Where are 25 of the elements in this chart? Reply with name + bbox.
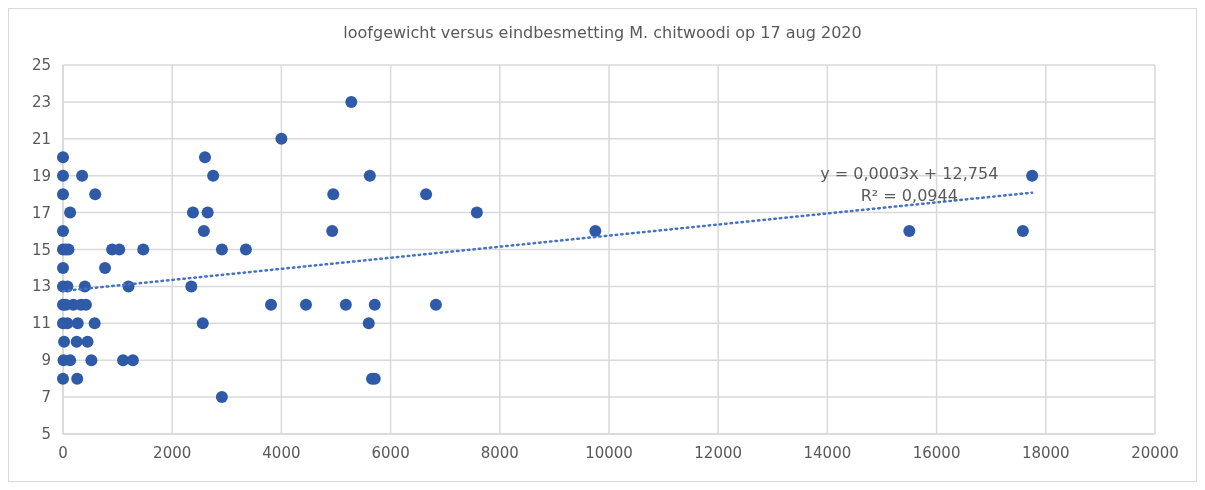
y-tick-label: 5 <box>41 425 51 443</box>
x-tick-label: 20000 <box>1131 444 1179 462</box>
y-tick-label: 15 <box>31 240 51 259</box>
x-tick-label: 12000 <box>694 444 743 462</box>
x-tick-label: 2000 <box>153 444 192 462</box>
y-tick-label: 9 <box>41 351 51 370</box>
x-tick-label: 10000 <box>585 444 633 462</box>
chart-title: loofgewicht versus eindbesmetting M. chitwoodi op 17 aug 2020 <box>343 23 862 42</box>
x-tick-label: 0 <box>58 444 68 462</box>
annotation: y = 0,0003x + 12,754 <box>820 164 999 184</box>
y-tick-label: 13 <box>31 277 51 296</box>
x-tick-label: 4000 <box>262 444 301 462</box>
y-tick-label: 7 <box>41 388 51 407</box>
y-tick-label: 23 <box>31 92 51 111</box>
x-tick-label: 18000 <box>1021 444 1070 462</box>
y-tick-label: 25 <box>31 56 51 74</box>
x-tick-label: 14000 <box>803 444 852 462</box>
annotation: R² = 0,0944 <box>860 186 958 206</box>
y-tick-label: 19 <box>31 166 51 185</box>
x-tick-label: 6000 <box>371 444 410 462</box>
y-tick-label: 11 <box>31 314 51 333</box>
y-tick-label: 21 <box>31 129 51 148</box>
x-tick-label: 16000 <box>912 444 961 462</box>
x-tick-label: 8000 <box>480 444 519 462</box>
y-tick-label: 17 <box>31 203 51 222</box>
